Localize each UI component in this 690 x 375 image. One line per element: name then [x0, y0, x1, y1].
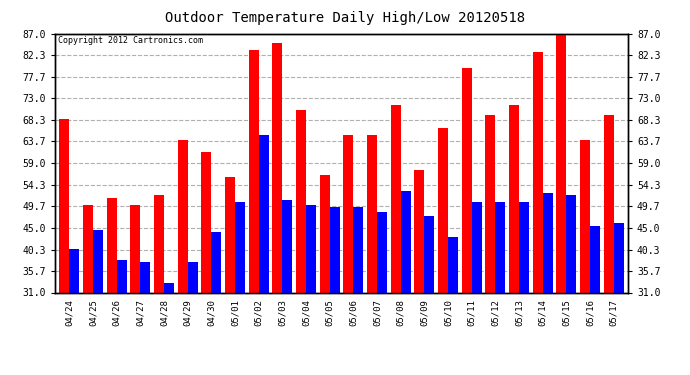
Text: Outdoor Temperature Daily High/Low 20120518: Outdoor Temperature Daily High/Low 20120… — [165, 11, 525, 25]
Bar — [330, 207, 339, 292]
Bar — [556, 34, 566, 292]
Bar — [415, 170, 424, 292]
Bar — [225, 177, 235, 292]
Bar — [296, 110, 306, 292]
Bar — [130, 205, 140, 292]
Bar — [164, 283, 174, 292]
Bar — [462, 68, 472, 292]
Bar — [249, 50, 259, 292]
Bar — [188, 262, 197, 292]
Bar — [282, 200, 293, 292]
Bar — [319, 175, 330, 292]
Text: Copyright 2012 Cartronics.com: Copyright 2012 Cartronics.com — [58, 36, 203, 45]
Bar — [543, 193, 553, 292]
Bar — [259, 135, 268, 292]
Bar — [438, 129, 448, 292]
Bar — [604, 115, 613, 292]
Bar — [107, 198, 117, 292]
Bar — [273, 43, 282, 292]
Bar — [140, 262, 150, 292]
Bar — [353, 207, 364, 292]
Bar — [178, 140, 188, 292]
Bar — [580, 140, 590, 292]
Bar — [613, 223, 624, 292]
Bar — [401, 191, 411, 292]
Bar — [590, 225, 600, 292]
Bar — [83, 205, 93, 292]
Bar — [306, 205, 316, 292]
Bar — [424, 216, 434, 292]
Bar — [486, 115, 495, 292]
Bar — [391, 105, 401, 292]
Bar — [448, 237, 458, 292]
Bar — [201, 152, 211, 292]
Bar — [235, 202, 245, 292]
Bar — [367, 135, 377, 292]
Bar — [117, 260, 127, 292]
Bar — [519, 202, 529, 292]
Bar — [59, 119, 70, 292]
Bar — [93, 230, 103, 292]
Bar — [70, 249, 79, 292]
Bar — [566, 195, 576, 292]
Bar — [533, 52, 543, 292]
Bar — [377, 211, 387, 292]
Bar — [154, 195, 164, 292]
Bar — [509, 105, 519, 292]
Bar — [344, 135, 353, 292]
Bar — [211, 232, 221, 292]
Bar — [472, 202, 482, 292]
Bar — [495, 202, 505, 292]
